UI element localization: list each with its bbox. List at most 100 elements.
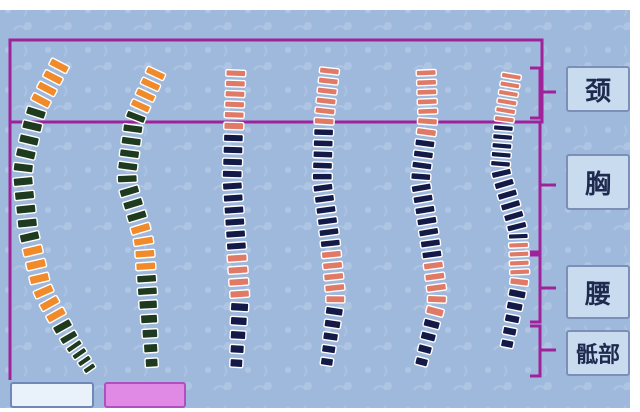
vertebra [118,184,141,199]
vertebra [17,133,41,147]
vertebra [38,294,61,313]
vertebra [225,68,247,78]
vertebra [129,221,152,236]
vertebra [134,87,157,103]
vertebra [416,107,439,116]
vertebra [21,243,44,258]
vertebra [508,250,530,258]
vertebra [313,193,336,205]
vertebra [416,343,434,356]
label-cervical: 颈 [566,66,630,112]
bottom-chip-left [10,382,94,408]
vertebra [144,65,167,82]
vertebra [507,241,530,249]
spines-group [12,57,531,375]
vertebra [316,215,339,227]
vertebra [125,209,148,224]
vertebra [221,169,243,179]
vertebra [16,217,39,229]
vertebra [412,149,435,160]
vertebra [505,300,524,313]
vertebra [315,204,337,216]
vertebra [229,329,247,341]
vertebra [415,126,438,138]
vertebra [221,181,244,192]
vertebra [312,127,335,137]
vertebra [502,209,525,223]
label-sacral: 骶部 [566,330,630,376]
label-lumbar: 腰 [566,265,630,319]
vertebra [223,217,246,228]
vertebra [499,198,522,212]
vertebra [491,141,513,151]
vertebra [425,282,448,294]
vertebra [120,135,143,147]
vertebra [65,339,83,354]
vertebra [499,80,521,90]
vertebra [228,289,251,300]
vertebra [415,215,438,227]
vertebra [223,121,245,131]
vertebra [490,150,512,159]
vertebra [223,100,246,109]
vertebra [71,346,88,361]
region-brackets [530,66,556,378]
vertebra [496,188,519,202]
vertebra [426,294,448,304]
vertebra [224,229,247,240]
vertebra [318,66,341,76]
vertebra [424,271,446,282]
vertebra [508,268,531,276]
bracket-thoracic [530,120,542,254]
spine-1 [12,57,97,375]
vertebra [12,175,35,188]
vertebra [134,261,157,272]
spine-2 [116,65,167,369]
vertebra [45,306,67,324]
vertebra [319,238,342,249]
vertebra [122,196,145,211]
vertebra [48,57,70,75]
vertebra [142,342,159,354]
vertebra [314,106,336,116]
vertebra [229,301,250,313]
vertebra [414,355,430,368]
vertebra [121,122,144,135]
vertebra [323,282,346,293]
vertebra [21,119,44,134]
vertebra [507,287,528,300]
vertebra [415,78,438,87]
vertebra [134,248,156,259]
vertebra [36,80,58,98]
vertebra [497,88,520,99]
vertebra [316,86,339,96]
vertebra [136,286,159,297]
vertebra [503,312,521,325]
vertebra [493,177,516,191]
vertebra [224,89,246,99]
vertebra [222,193,245,204]
vertebra [13,189,36,202]
vertebra [141,327,159,340]
vertebra [76,354,92,368]
vertebra [419,330,438,343]
vertebra [424,304,445,318]
vertebra [422,317,442,331]
vertebra [224,79,247,88]
vertebra [32,283,55,300]
vertebra [58,329,79,346]
vertebra [139,76,162,93]
vertebra [12,161,35,174]
vertebra [505,220,528,233]
vertebra [507,232,530,241]
vertebra [229,315,249,327]
vertebra [132,235,155,248]
vertebra [312,150,334,159]
vertebra [318,226,340,238]
vertebra [313,116,335,126]
label-thoracic: 胸 [566,154,630,210]
vertebra [414,204,436,216]
vertebra [422,260,445,271]
